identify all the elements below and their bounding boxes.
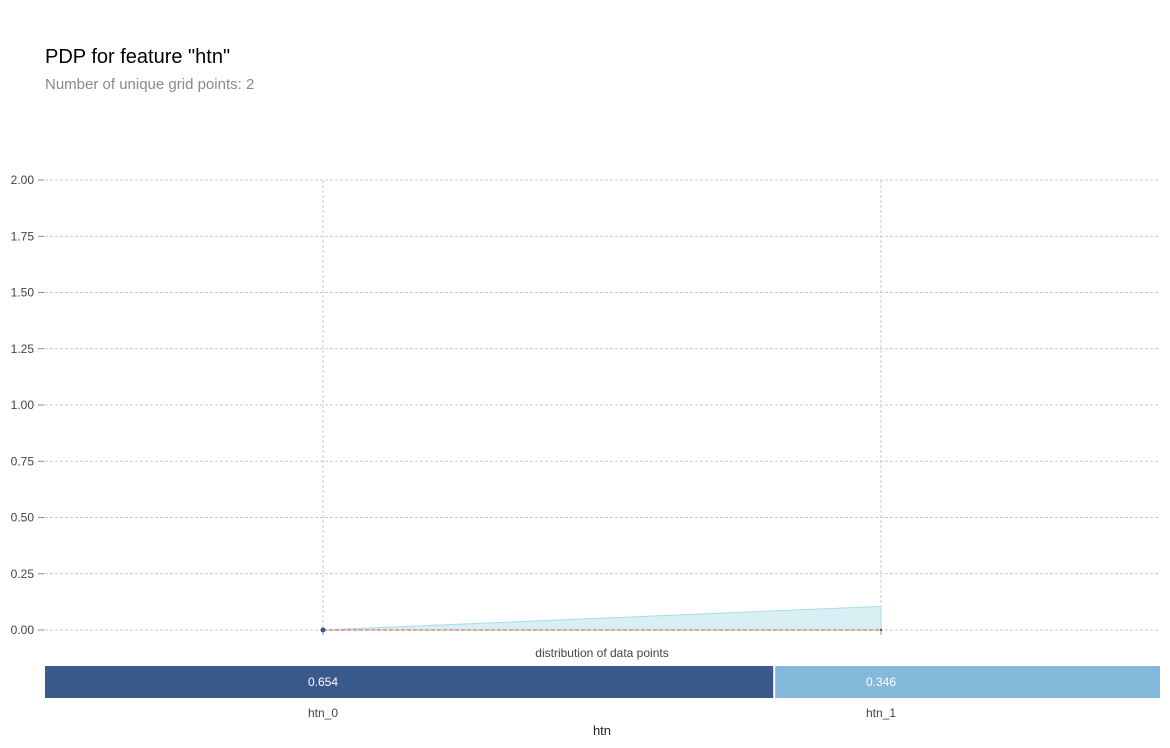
y-tick-label: 1.50: [11, 286, 35, 300]
x-axis-label: htn: [593, 723, 611, 738]
band-layer: [322, 605, 882, 631]
y-tick-label: 0.00: [11, 623, 35, 637]
y-tick-label: 0.25: [11, 567, 35, 581]
distribution-label: 0.346: [866, 675, 896, 689]
y-tick-label: 1.00: [11, 398, 35, 412]
x-tick-label: htn_1: [866, 706, 896, 720]
y-tick-label: 1.25: [11, 342, 35, 356]
distribution-label: 0.654: [308, 675, 338, 689]
chart-subtitle: Number of unique grid points: 2: [45, 76, 255, 93]
confidence-band: [322, 605, 882, 631]
pdp-point: [879, 628, 883, 632]
grid-layer: [45, 179, 1160, 635]
distribution-segment: [775, 666, 1160, 698]
x-tick-labels: htn_0 htn_1: [308, 706, 896, 720]
y-tick-label: 1.75: [11, 229, 35, 243]
distribution-title: distribution of data points: [535, 646, 668, 660]
line-layer: [320, 627, 883, 633]
y-tick-labels: 0.00 0.25 0.50 0.75 1.00 1.25 1.50 1.75 2.00: [11, 173, 44, 637]
y-tick-label: 0.50: [11, 511, 35, 525]
distribution-segment: [45, 666, 774, 698]
chart-title: PDP for feature "htn": [45, 46, 231, 68]
distribution-bar: 0.654 0.346: [45, 666, 1160, 698]
x-tick-label: htn_0: [308, 706, 338, 720]
y-tick-label: 0.75: [11, 454, 35, 468]
pdp-point: [320, 627, 326, 633]
y-tick-label: 2.00: [11, 173, 35, 187]
